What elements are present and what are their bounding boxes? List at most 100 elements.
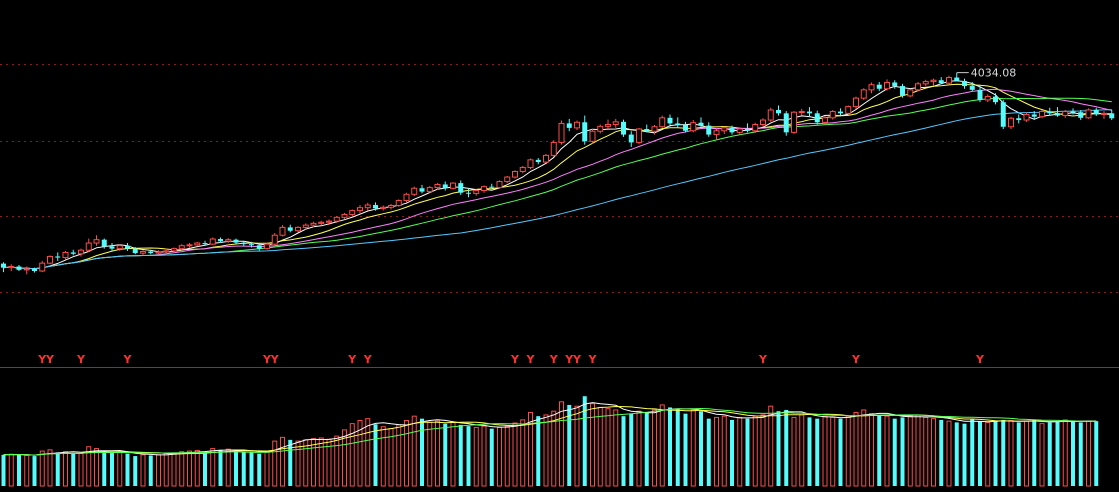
volume-bar-126 (978, 421, 982, 486)
candle-body-88 (683, 124, 688, 131)
volume-bar-3 (24, 454, 30, 487)
volume-bar-35 (272, 440, 278, 487)
volume-bar-136 (1055, 421, 1060, 486)
candle-body-62 (481, 186, 487, 191)
candle-body-100 (776, 109, 781, 114)
candle-body-71 (550, 141, 557, 156)
candle-body-140 (1085, 109, 1092, 119)
candle-body-112 (868, 84, 875, 91)
candle-body-50 (388, 204, 394, 208)
signal-marker-3: Y (123, 353, 133, 366)
candle-body-35 (271, 234, 278, 245)
volume-bar-106 (822, 415, 828, 487)
volume-bar-85 (659, 404, 665, 487)
volume-bar-66 (512, 422, 518, 487)
candles (1, 72, 1115, 275)
candle-body-135 (1047, 111, 1053, 114)
candle-body-18 (140, 251, 146, 254)
signal-marker-4: Y (262, 353, 272, 366)
signal-marker-16: Y (975, 353, 985, 366)
candle-body-3 (23, 268, 30, 271)
candle-body-125 (969, 86, 975, 90)
signal-marker-5: Y (270, 353, 280, 366)
candle-body-106 (822, 117, 828, 123)
signal-marker-13: Y (588, 353, 598, 366)
signal-marker-2: Y (76, 353, 86, 366)
volume-bar-75 (582, 396, 587, 486)
signal-marker-10: Y (549, 353, 559, 366)
volume-bar-29 (225, 448, 231, 487)
candle-body-92 (713, 130, 720, 136)
volume-bar-16 (125, 453, 130, 486)
volume-bar-127 (985, 421, 991, 487)
candle-body-73 (566, 123, 572, 128)
volume-bar-104 (807, 417, 812, 486)
volume-bar-9 (71, 453, 76, 486)
candle-body-117 (907, 89, 914, 97)
candle-body-121 (938, 80, 944, 84)
volume-bar-12 (94, 448, 99, 487)
candle-body-23 (178, 245, 185, 250)
volume-bar-68 (528, 411, 533, 487)
candle-body-42 (326, 220, 332, 223)
volume-bar-79 (613, 409, 619, 487)
candle-body-19 (148, 251, 154, 254)
candle-body-122 (946, 77, 952, 84)
candle-body-132 (1023, 113, 1030, 121)
candle-body-11 (85, 242, 92, 251)
volume-bar-67 (520, 419, 526, 487)
volume-bar-47 (365, 418, 371, 487)
candle-body-24 (186, 244, 193, 247)
candle-body-90 (698, 122, 704, 126)
candle-body-78 (605, 124, 611, 127)
candle-body-141 (1093, 109, 1099, 115)
volume-bar-96 (745, 418, 750, 486)
volume-bar-23 (179, 451, 185, 487)
candle-body-105 (814, 113, 820, 123)
candle-body-63 (489, 186, 495, 188)
candle-body-77 (597, 125, 604, 132)
candle-body-33 (256, 245, 262, 249)
volume-bars (1, 396, 1099, 487)
candle-body-7 (55, 256, 61, 258)
volume-bar-99 (768, 405, 774, 487)
candle-body-61 (473, 189, 480, 194)
volume-bar-90 (699, 411, 703, 486)
candle-body-118 (915, 83, 921, 91)
candle-body-81 (628, 134, 634, 143)
volume-bar-88 (683, 413, 688, 486)
candle-body-83 (644, 128, 650, 132)
volume-bar-135 (1047, 422, 1052, 486)
candle-body-89 (690, 122, 697, 132)
volume-bar-49 (380, 426, 386, 487)
signal-marker-1: Y (45, 353, 55, 366)
candle-body-85 (659, 117, 666, 128)
candle-body-72 (558, 122, 565, 143)
signal-marker-15: Y (851, 353, 861, 366)
volume-bar-72 (559, 401, 564, 487)
ma60-line (3, 109, 1112, 270)
candle-body-55 (426, 187, 433, 193)
volume-bar-141 (1094, 421, 1099, 486)
volume-bar-82 (636, 410, 642, 487)
candle-body-65 (504, 176, 511, 183)
volume-bar-46 (357, 420, 363, 487)
volume-bar-80 (621, 416, 626, 486)
volume-bar-24 (187, 450, 192, 487)
price-labels: 4034.08 (956, 67, 1016, 80)
volume-bar-76 (590, 403, 595, 487)
candle-body-86 (667, 117, 673, 124)
candle-body-123 (954, 77, 960, 81)
volume-bar-89 (690, 409, 696, 487)
volume-bar-53 (411, 415, 417, 487)
signal-marker-14: Y (758, 353, 768, 366)
volume-bar-101 (784, 409, 789, 486)
signal-marker-6: Y (347, 353, 357, 366)
signal-marker-9: Y (526, 353, 536, 366)
candle-body-98 (760, 119, 766, 126)
volume-ma20-line (3, 407, 1097, 456)
candle-body-97 (752, 124, 759, 132)
candle-body-102 (791, 111, 797, 133)
candle-body-66 (512, 170, 518, 178)
